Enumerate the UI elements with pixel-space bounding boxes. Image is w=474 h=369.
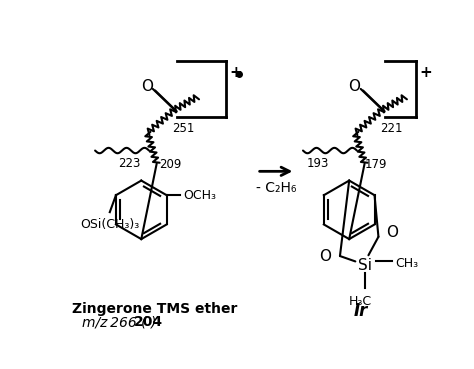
Text: 209: 209 — [159, 158, 182, 171]
Text: 221: 221 — [380, 123, 402, 135]
Text: m/z 266 (: m/z 266 ( — [82, 315, 146, 329]
Text: OSi(CH₃)₃: OSi(CH₃)₃ — [80, 218, 139, 231]
Text: Ir: Ir — [354, 302, 368, 320]
Text: OCH₃: OCH₃ — [183, 189, 217, 202]
Text: O: O — [386, 225, 398, 241]
Text: 179: 179 — [365, 158, 387, 171]
Text: - C₂H₆: - C₂H₆ — [256, 180, 296, 194]
Text: CH₃: CH₃ — [395, 257, 419, 270]
Text: 193: 193 — [307, 158, 329, 170]
Text: 223: 223 — [118, 158, 141, 170]
Text: Zingerone TMS ether: Zingerone TMS ether — [72, 302, 237, 316]
Text: 204: 204 — [134, 315, 163, 329]
Text: 251: 251 — [172, 123, 194, 135]
Text: H₃C: H₃C — [349, 295, 372, 308]
Text: +: + — [229, 65, 242, 80]
Text: Si: Si — [357, 258, 372, 273]
Text: +: + — [419, 65, 432, 80]
Text: O: O — [319, 249, 331, 263]
Text: ): ) — [151, 315, 156, 329]
Text: O: O — [141, 79, 153, 94]
Text: O: O — [348, 79, 361, 94]
